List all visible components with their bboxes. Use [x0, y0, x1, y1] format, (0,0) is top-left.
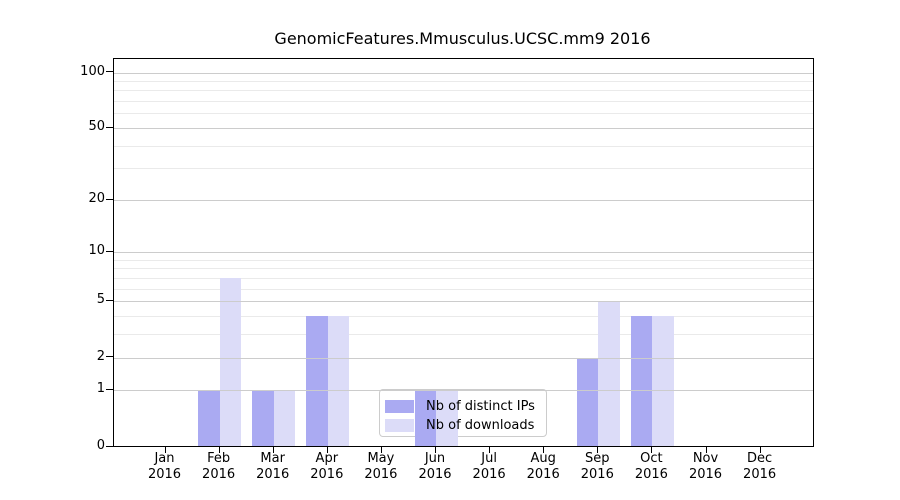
gridline: [114, 90, 813, 92]
y-tick: [106, 199, 113, 200]
gridline: [114, 113, 813, 115]
bar: [652, 316, 674, 446]
y-tick: [106, 300, 113, 301]
x-tick-label: Jun 2016: [418, 451, 452, 482]
y-tick: [106, 71, 113, 72]
y-tick: [106, 127, 113, 128]
y-tick: [106, 389, 113, 390]
bar: [273, 390, 296, 446]
x-tick-label: Dec 2016: [743, 451, 777, 482]
x-tick-label: Aug 2016: [526, 451, 560, 482]
legend-label: Nb of downloads: [426, 418, 535, 433]
x-tick: [381, 446, 382, 453]
x-tick: [165, 446, 166, 453]
gridline: [114, 390, 813, 392]
x-tick: [219, 446, 220, 453]
x-tick: [435, 446, 436, 453]
bar: [219, 278, 242, 446]
gridline: [114, 145, 813, 147]
x-tick-label: Jan 2016: [147, 451, 182, 482]
legend-swatch-downloads: [385, 419, 414, 432]
gridline: [114, 334, 813, 336]
x-tick-label: Sep 2016: [580, 451, 614, 482]
gridline: [114, 252, 813, 254]
x-tick: [760, 446, 761, 453]
y-tick-label: 50: [88, 118, 105, 134]
x-tick: [327, 446, 328, 453]
gridline: [114, 101, 813, 103]
chart-title: GenomicFeatures.Mmusculus.UCSC.mm9 2016: [274, 29, 651, 48]
bar: [414, 390, 436, 446]
x-tick: [489, 446, 490, 453]
gridline: [114, 199, 813, 201]
bar: [327, 316, 350, 446]
y-tick-label: 20: [88, 190, 105, 206]
legend-swatch-distinct-ips: [385, 400, 414, 413]
x-tick-label: Oct 2016: [634, 451, 668, 482]
bar: [306, 316, 328, 446]
gridline: [114, 268, 813, 270]
x-tick-label: Feb 2016: [202, 451, 236, 482]
x-tick-label: Mar 2016: [256, 451, 290, 482]
plot-inner: Nb of distinct IPs Nb of downloads: [114, 59, 813, 446]
gridline: [114, 168, 813, 170]
x-tick-label: May 2016: [364, 451, 398, 482]
y-tick-label: 2: [96, 348, 105, 364]
bar: [598, 301, 620, 446]
gridline: [114, 301, 813, 303]
x-tick: [273, 446, 274, 453]
gridline: [114, 127, 813, 129]
plot-area: Nb of distinct IPs Nb of downloads: [113, 58, 814, 447]
bar: [630, 316, 653, 446]
gridline: [114, 357, 813, 359]
x-tick-label: Nov 2016: [688, 451, 723, 482]
gridline: [114, 288, 813, 290]
gridline: [114, 278, 813, 279]
gridline: [114, 72, 813, 74]
y-tick-label: 5: [96, 292, 105, 308]
y-tick-label: 10: [88, 243, 105, 259]
y-tick-label: 0: [96, 437, 105, 453]
legend-item-downloads: Nb of downloads: [379, 416, 547, 435]
x-tick-label: Apr 2016: [310, 451, 344, 482]
legend: Nb of distinct IPs Nb of downloads: [379, 389, 547, 437]
gridline: [114, 316, 813, 318]
y-tick-label: 100: [80, 63, 105, 79]
y-tick: [106, 356, 113, 357]
gridline: [114, 259, 813, 261]
bar: [198, 390, 220, 446]
y-tick: [106, 251, 113, 252]
x-tick: [651, 446, 652, 453]
y-tick: [106, 446, 113, 447]
legend-label: Nb of distinct IPs: [426, 399, 535, 414]
gridline: [114, 80, 813, 82]
bar: [252, 390, 274, 446]
x-tick: [597, 446, 598, 453]
x-tick: [543, 446, 544, 453]
bar: [436, 390, 458, 446]
x-tick-label: Jul 2016: [472, 451, 506, 482]
y-tick-label: 1: [96, 381, 105, 397]
bar: [576, 357, 599, 446]
x-tick: [706, 446, 707, 453]
legend-item-distinct-ips: Nb of distinct IPs: [379, 397, 547, 416]
